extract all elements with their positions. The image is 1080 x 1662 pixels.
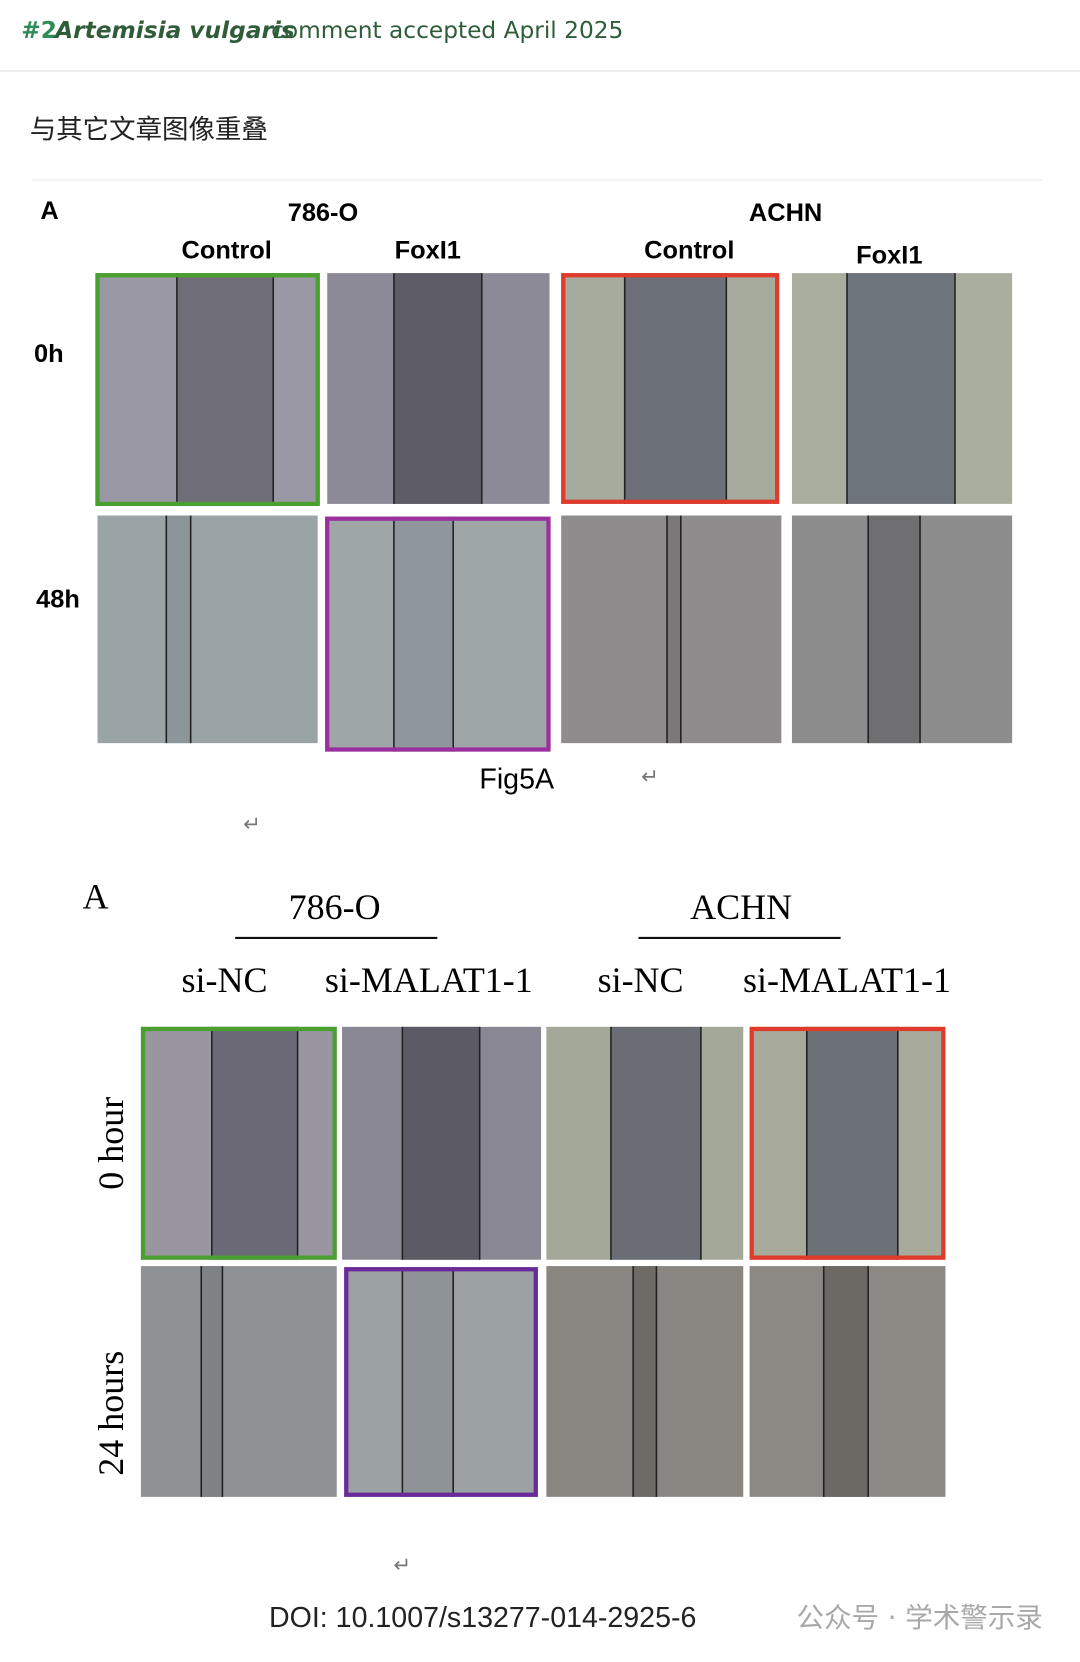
column-label: si-NC: [598, 960, 684, 1000]
species-name: Artemisia vulgaris: [53, 17, 295, 44]
cell-line: 786-O: [288, 199, 359, 227]
comment-number: #2: [21, 17, 57, 44]
wound-gap: [402, 1267, 454, 1497]
row-label: 24 hours: [91, 1351, 131, 1476]
highlight-frame: [325, 516, 551, 752]
watermark: 公众号 · 学术警示录: [796, 1602, 1042, 1634]
note: 与其它文章图像重叠: [30, 115, 268, 146]
wound-gap: [402, 1026, 480, 1260]
micrograph: [97, 515, 318, 744]
return-mark: ↵: [243, 811, 261, 836]
column-label: Control: [644, 236, 734, 264]
row-label: 0 hour: [91, 1097, 131, 1190]
wound-gap: [610, 1026, 701, 1260]
wound-gap: [806, 1026, 898, 1260]
column-label: si-MALAT1-1: [325, 960, 533, 1000]
highlight-frame: [749, 1026, 946, 1260]
highlight-frame: [95, 273, 320, 507]
column-label: FoxI1: [856, 242, 922, 270]
comment-status: comment accepted April 2025: [271, 17, 623, 44]
column-label: si-MALAT1-1: [743, 960, 951, 1000]
highlight-frame: [140, 1026, 337, 1260]
return-mark: ↵: [394, 1552, 412, 1577]
caption: Fig5A: [479, 764, 554, 796]
return-mark: ↵: [641, 763, 659, 788]
cell-line: ACHN: [749, 199, 822, 227]
wound-gap: [868, 515, 921, 744]
highlight-frame: [344, 1267, 538, 1497]
panel-letter: A: [40, 197, 58, 225]
micrograph: [140, 1266, 337, 1497]
wound-gap: [393, 273, 482, 504]
cell-line: 786-O: [289, 887, 381, 927]
column-label: FoxI1: [395, 236, 461, 264]
column-label: Control: [182, 236, 272, 264]
wound-gap: [166, 515, 191, 744]
wound-gap: [846, 273, 955, 504]
row-label: 0h: [34, 340, 64, 368]
cell-line: ACHN: [690, 887, 792, 927]
wound-gap: [667, 515, 681, 744]
wound-gap: [176, 273, 274, 507]
wound-gap: [823, 1266, 869, 1497]
figure-panels: [95, 273, 1013, 1497]
wound-gap: [211, 1026, 298, 1260]
row-label: 48h: [36, 586, 80, 614]
wound-gap: [393, 516, 454, 752]
wound-gap: [624, 273, 727, 504]
wound-gap: [201, 1266, 223, 1497]
highlight-frame: [561, 273, 780, 504]
wound-gap: [633, 1266, 657, 1497]
column-label: si-NC: [182, 960, 268, 1000]
doi: DOI: 10.1007/s13277-014-2925-6: [269, 1602, 696, 1634]
panel-letter: A: [83, 876, 109, 916]
